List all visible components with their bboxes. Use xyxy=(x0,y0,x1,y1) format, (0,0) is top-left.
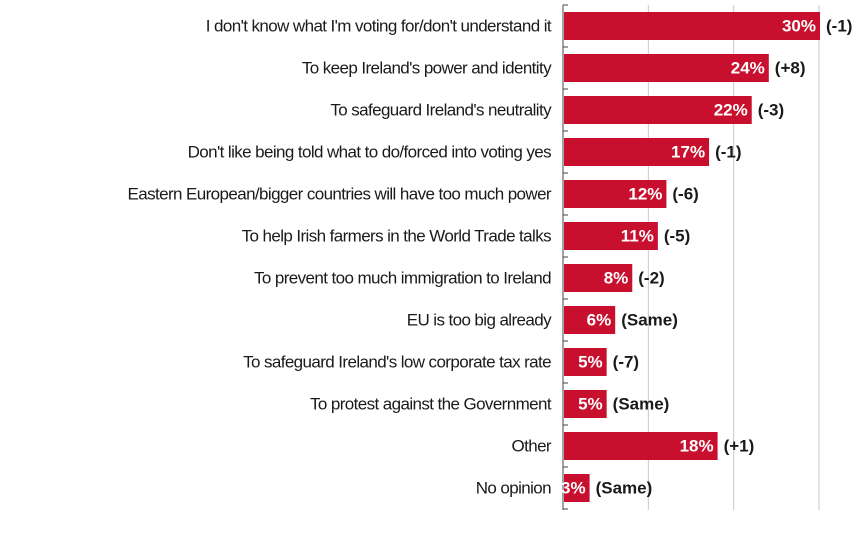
bar-7 xyxy=(564,264,633,292)
value-label-11: 18% xyxy=(680,437,714,456)
change-label-10: (Same) xyxy=(613,395,670,414)
category-label-3: To safeguard Ireland's neutrality xyxy=(330,101,552,120)
change-label-6: (-5) xyxy=(664,227,690,246)
change-label-4: (-1) xyxy=(715,143,741,162)
value-label-12: 3% xyxy=(561,479,586,498)
bars xyxy=(564,12,820,502)
category-label-6: To help Irish farmers in the World Trade… xyxy=(242,227,551,246)
value-label-4: 17% xyxy=(671,143,705,162)
bar-2 xyxy=(564,54,769,82)
category-label-12: No opinion xyxy=(476,479,551,498)
change-label-12: (Same) xyxy=(596,479,653,498)
category-label-2: To keep Ireland's power and identity xyxy=(302,59,552,78)
bar-5 xyxy=(564,180,667,208)
value-label-2: 24% xyxy=(731,59,765,78)
value-label-1: 30% xyxy=(782,17,816,36)
bar-12 xyxy=(564,474,590,502)
value-label-7: 8% xyxy=(604,269,629,288)
change-label-8: (Same) xyxy=(621,311,678,330)
bar-8 xyxy=(564,306,616,334)
labels: I don't know what I'm voting for/don't u… xyxy=(127,17,852,498)
bar-3 xyxy=(564,96,752,124)
category-label-8: EU is too big already xyxy=(407,311,552,330)
category-label-10: To protest against the Government xyxy=(310,395,552,414)
category-label-5: Eastern European/bigger countries will h… xyxy=(127,185,551,204)
category-label-9: To safeguard Ireland's low corporate tax… xyxy=(243,353,551,372)
bar-11 xyxy=(564,432,718,460)
bar-6 xyxy=(564,222,658,250)
category-label-4: Don't like being told what to do/forced … xyxy=(188,143,551,162)
bar-1 xyxy=(564,12,820,40)
change-label-1: (-1) xyxy=(826,17,852,36)
change-label-5: (-6) xyxy=(672,185,698,204)
value-label-3: 22% xyxy=(714,101,748,120)
category-label-11: Other xyxy=(511,437,551,456)
category-label-7: To prevent too much immigration to Irela… xyxy=(254,269,551,288)
bar-9 xyxy=(564,348,607,376)
category-label-1: I don't know what I'm voting for/don't u… xyxy=(206,17,552,36)
bar-4 xyxy=(564,138,710,166)
value-label-6: 11% xyxy=(621,227,654,246)
value-label-9: 5% xyxy=(578,353,603,372)
grid-lines xyxy=(562,4,820,510)
bar-10 xyxy=(564,390,607,418)
value-label-10: 5% xyxy=(578,395,603,414)
change-label-3: (-3) xyxy=(758,101,784,120)
change-label-9: (-7) xyxy=(613,353,639,372)
value-label-8: 6% xyxy=(587,311,612,330)
change-label-7: (-2) xyxy=(638,269,664,288)
change-label-2: (+8) xyxy=(775,59,806,78)
change-label-11: (+1) xyxy=(724,437,755,456)
value-label-5: 12% xyxy=(628,185,662,204)
